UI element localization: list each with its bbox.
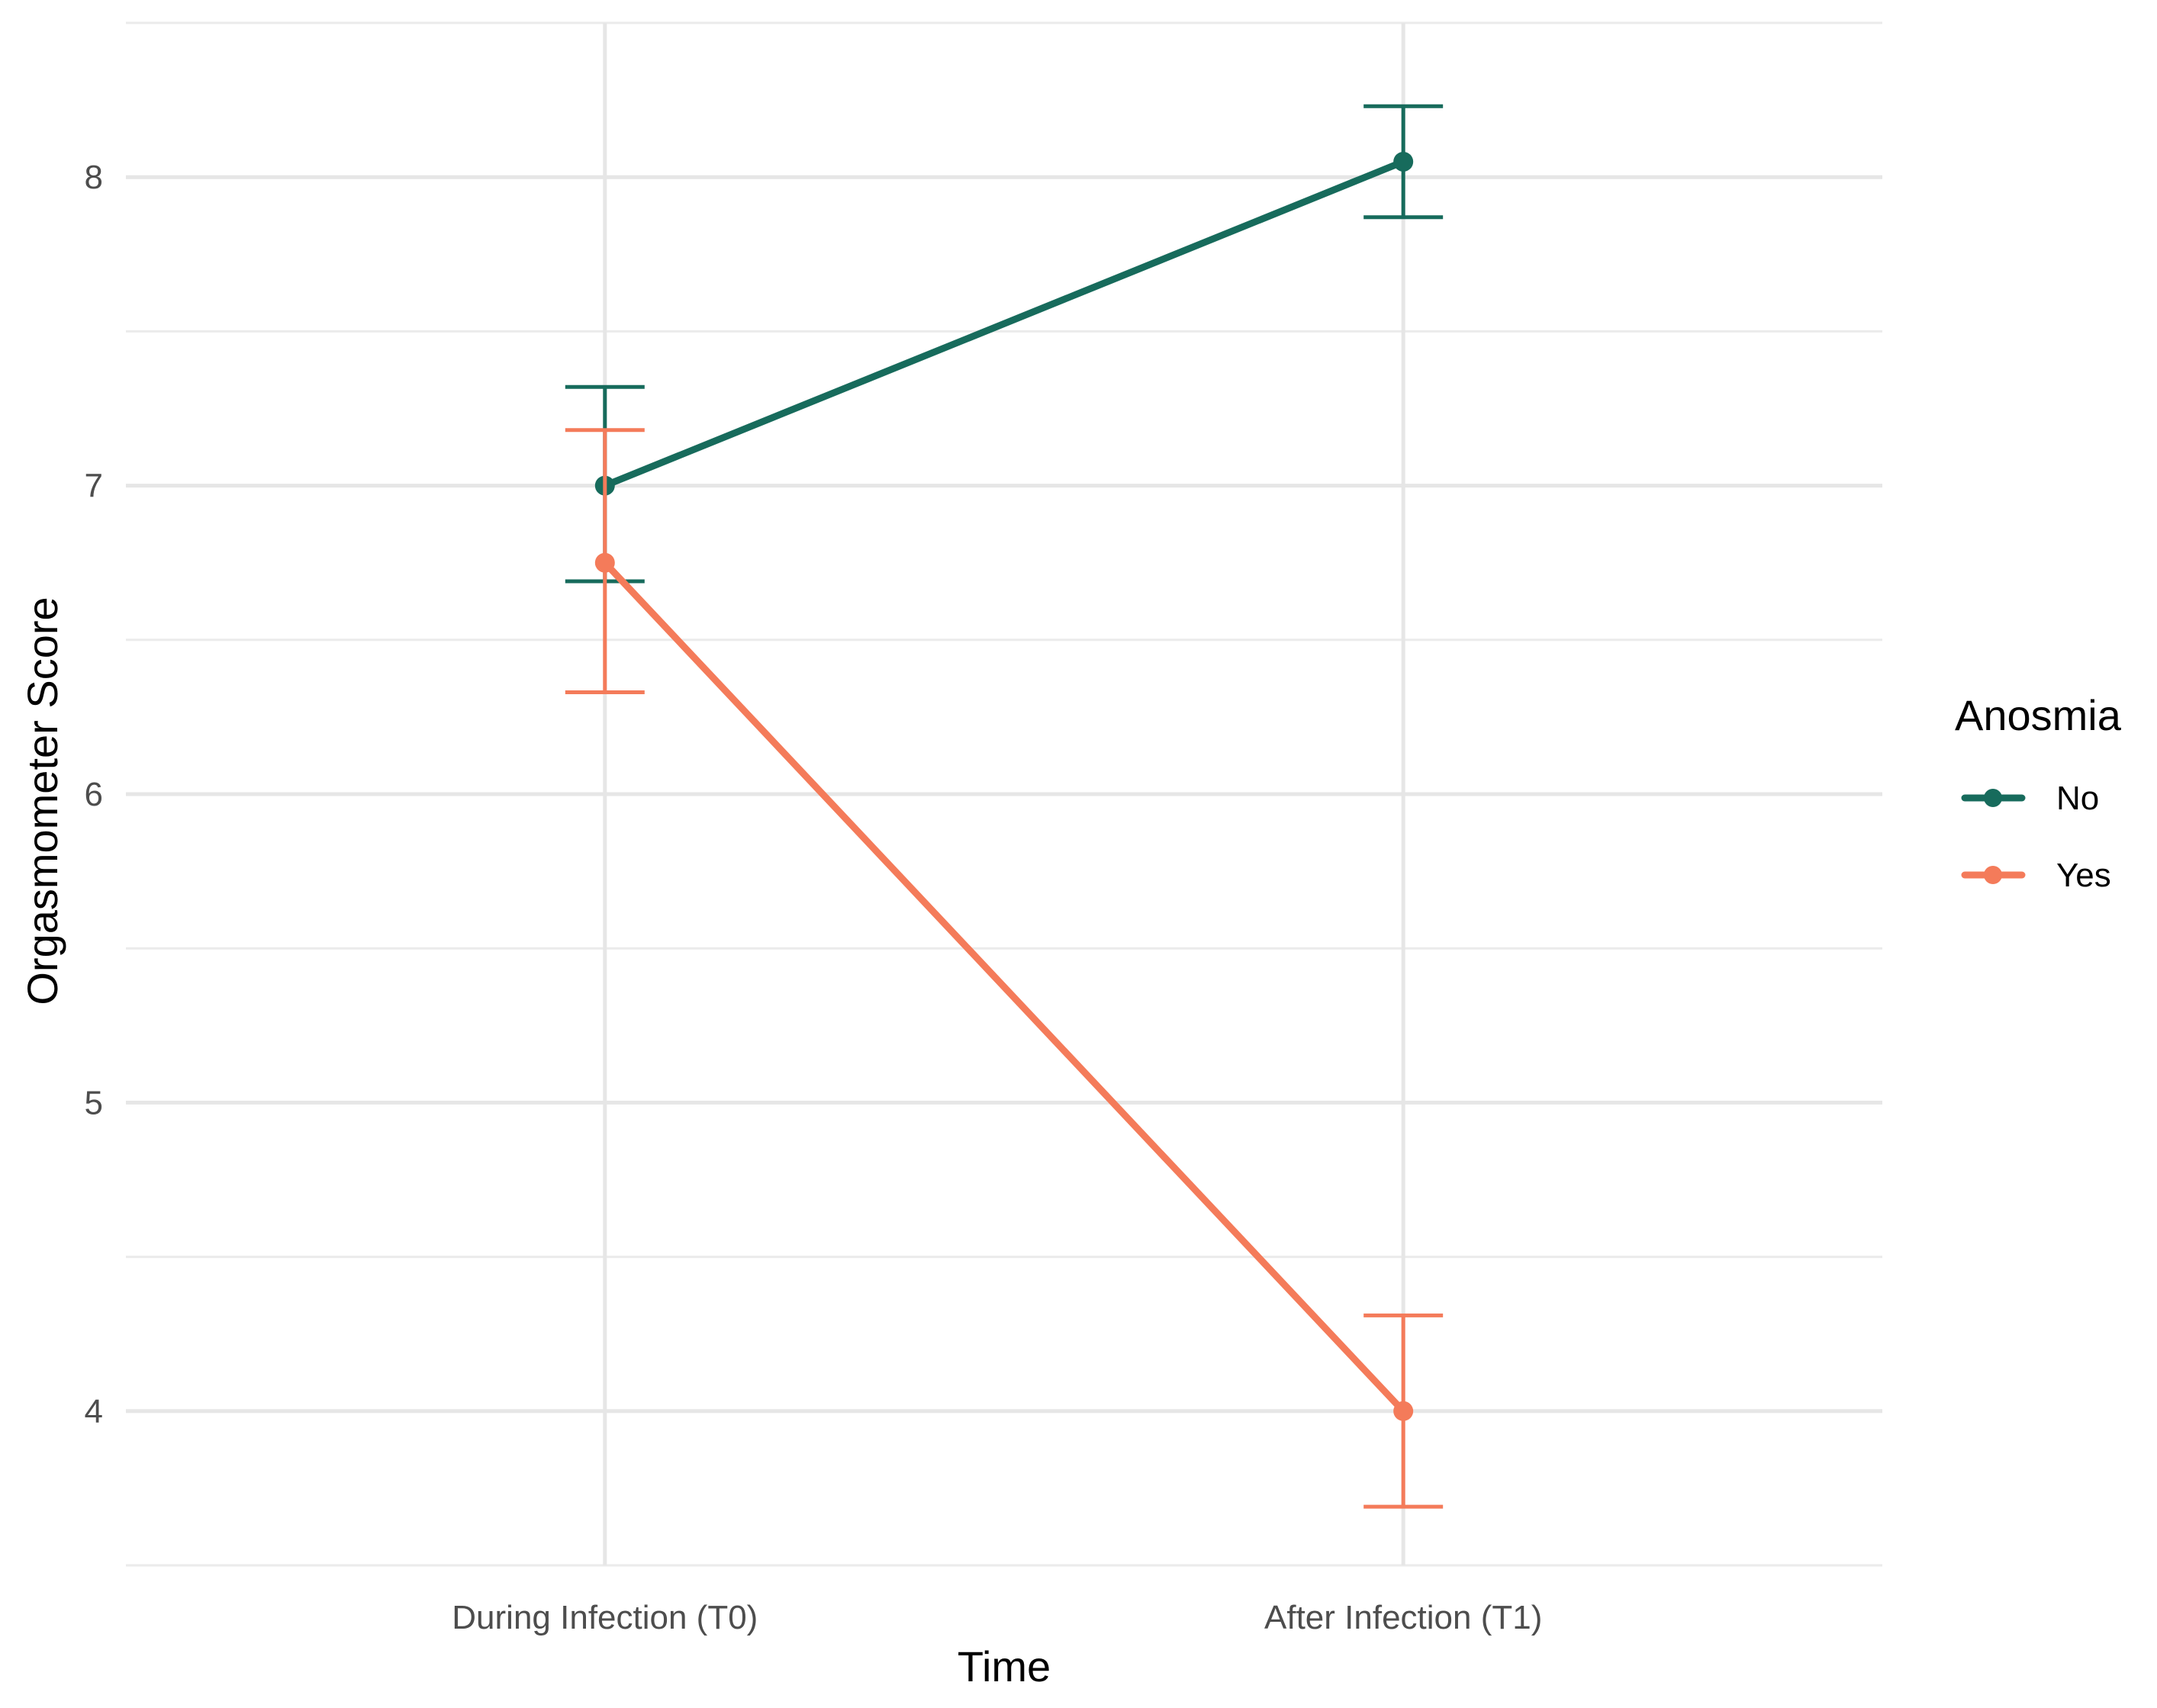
y-tick-label: 6 bbox=[85, 776, 103, 813]
x-axis-title: Time bbox=[958, 1642, 1051, 1690]
legend-key-point bbox=[1984, 789, 2002, 807]
y-tick-label: 4 bbox=[85, 1393, 103, 1430]
series-layer bbox=[565, 104, 1444, 1509]
y-tick-label: 7 bbox=[85, 468, 103, 505]
legend: Anosmia No Yes bbox=[1955, 691, 2122, 894]
legend-item-yes: Yes bbox=[1961, 857, 2111, 894]
x-axis-ticks: During Infection (T0) After Infection (T1… bbox=[452, 1599, 1542, 1636]
legend-items: No Yes bbox=[1961, 780, 2111, 894]
data-point bbox=[594, 552, 615, 573]
grid bbox=[126, 21, 1882, 1567]
y-tick-label: 5 bbox=[85, 1084, 103, 1121]
legend-title: Anosmia bbox=[1955, 691, 2122, 739]
series-line bbox=[601, 158, 1407, 490]
y-axis-ticks: 4 5 6 7 8 bbox=[85, 159, 103, 1430]
data-point bbox=[1393, 151, 1414, 172]
data-point bbox=[1393, 1401, 1414, 1421]
legend-label: No bbox=[2056, 780, 2099, 817]
series-yes bbox=[565, 428, 1444, 1509]
series-line bbox=[601, 559, 1407, 1415]
y-tick-label: 8 bbox=[85, 159, 103, 196]
legend-label: Yes bbox=[2056, 857, 2111, 894]
legend-item-no: No bbox=[1961, 780, 2099, 817]
y-axis-title: Orgasmometer Score bbox=[18, 597, 66, 1005]
x-tick-label: During Infection (T0) bbox=[452, 1599, 758, 1636]
x-tick-label: After Infection (T1) bbox=[1264, 1599, 1542, 1636]
legend-key-point bbox=[1984, 866, 2002, 884]
